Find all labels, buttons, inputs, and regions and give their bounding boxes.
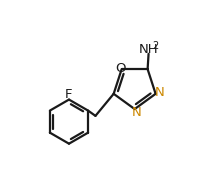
Text: N: N	[132, 106, 142, 119]
Text: N: N	[155, 86, 165, 99]
Text: F: F	[64, 88, 72, 101]
Text: O: O	[116, 62, 126, 75]
Text: 2: 2	[152, 41, 158, 51]
Text: NH: NH	[139, 42, 158, 56]
